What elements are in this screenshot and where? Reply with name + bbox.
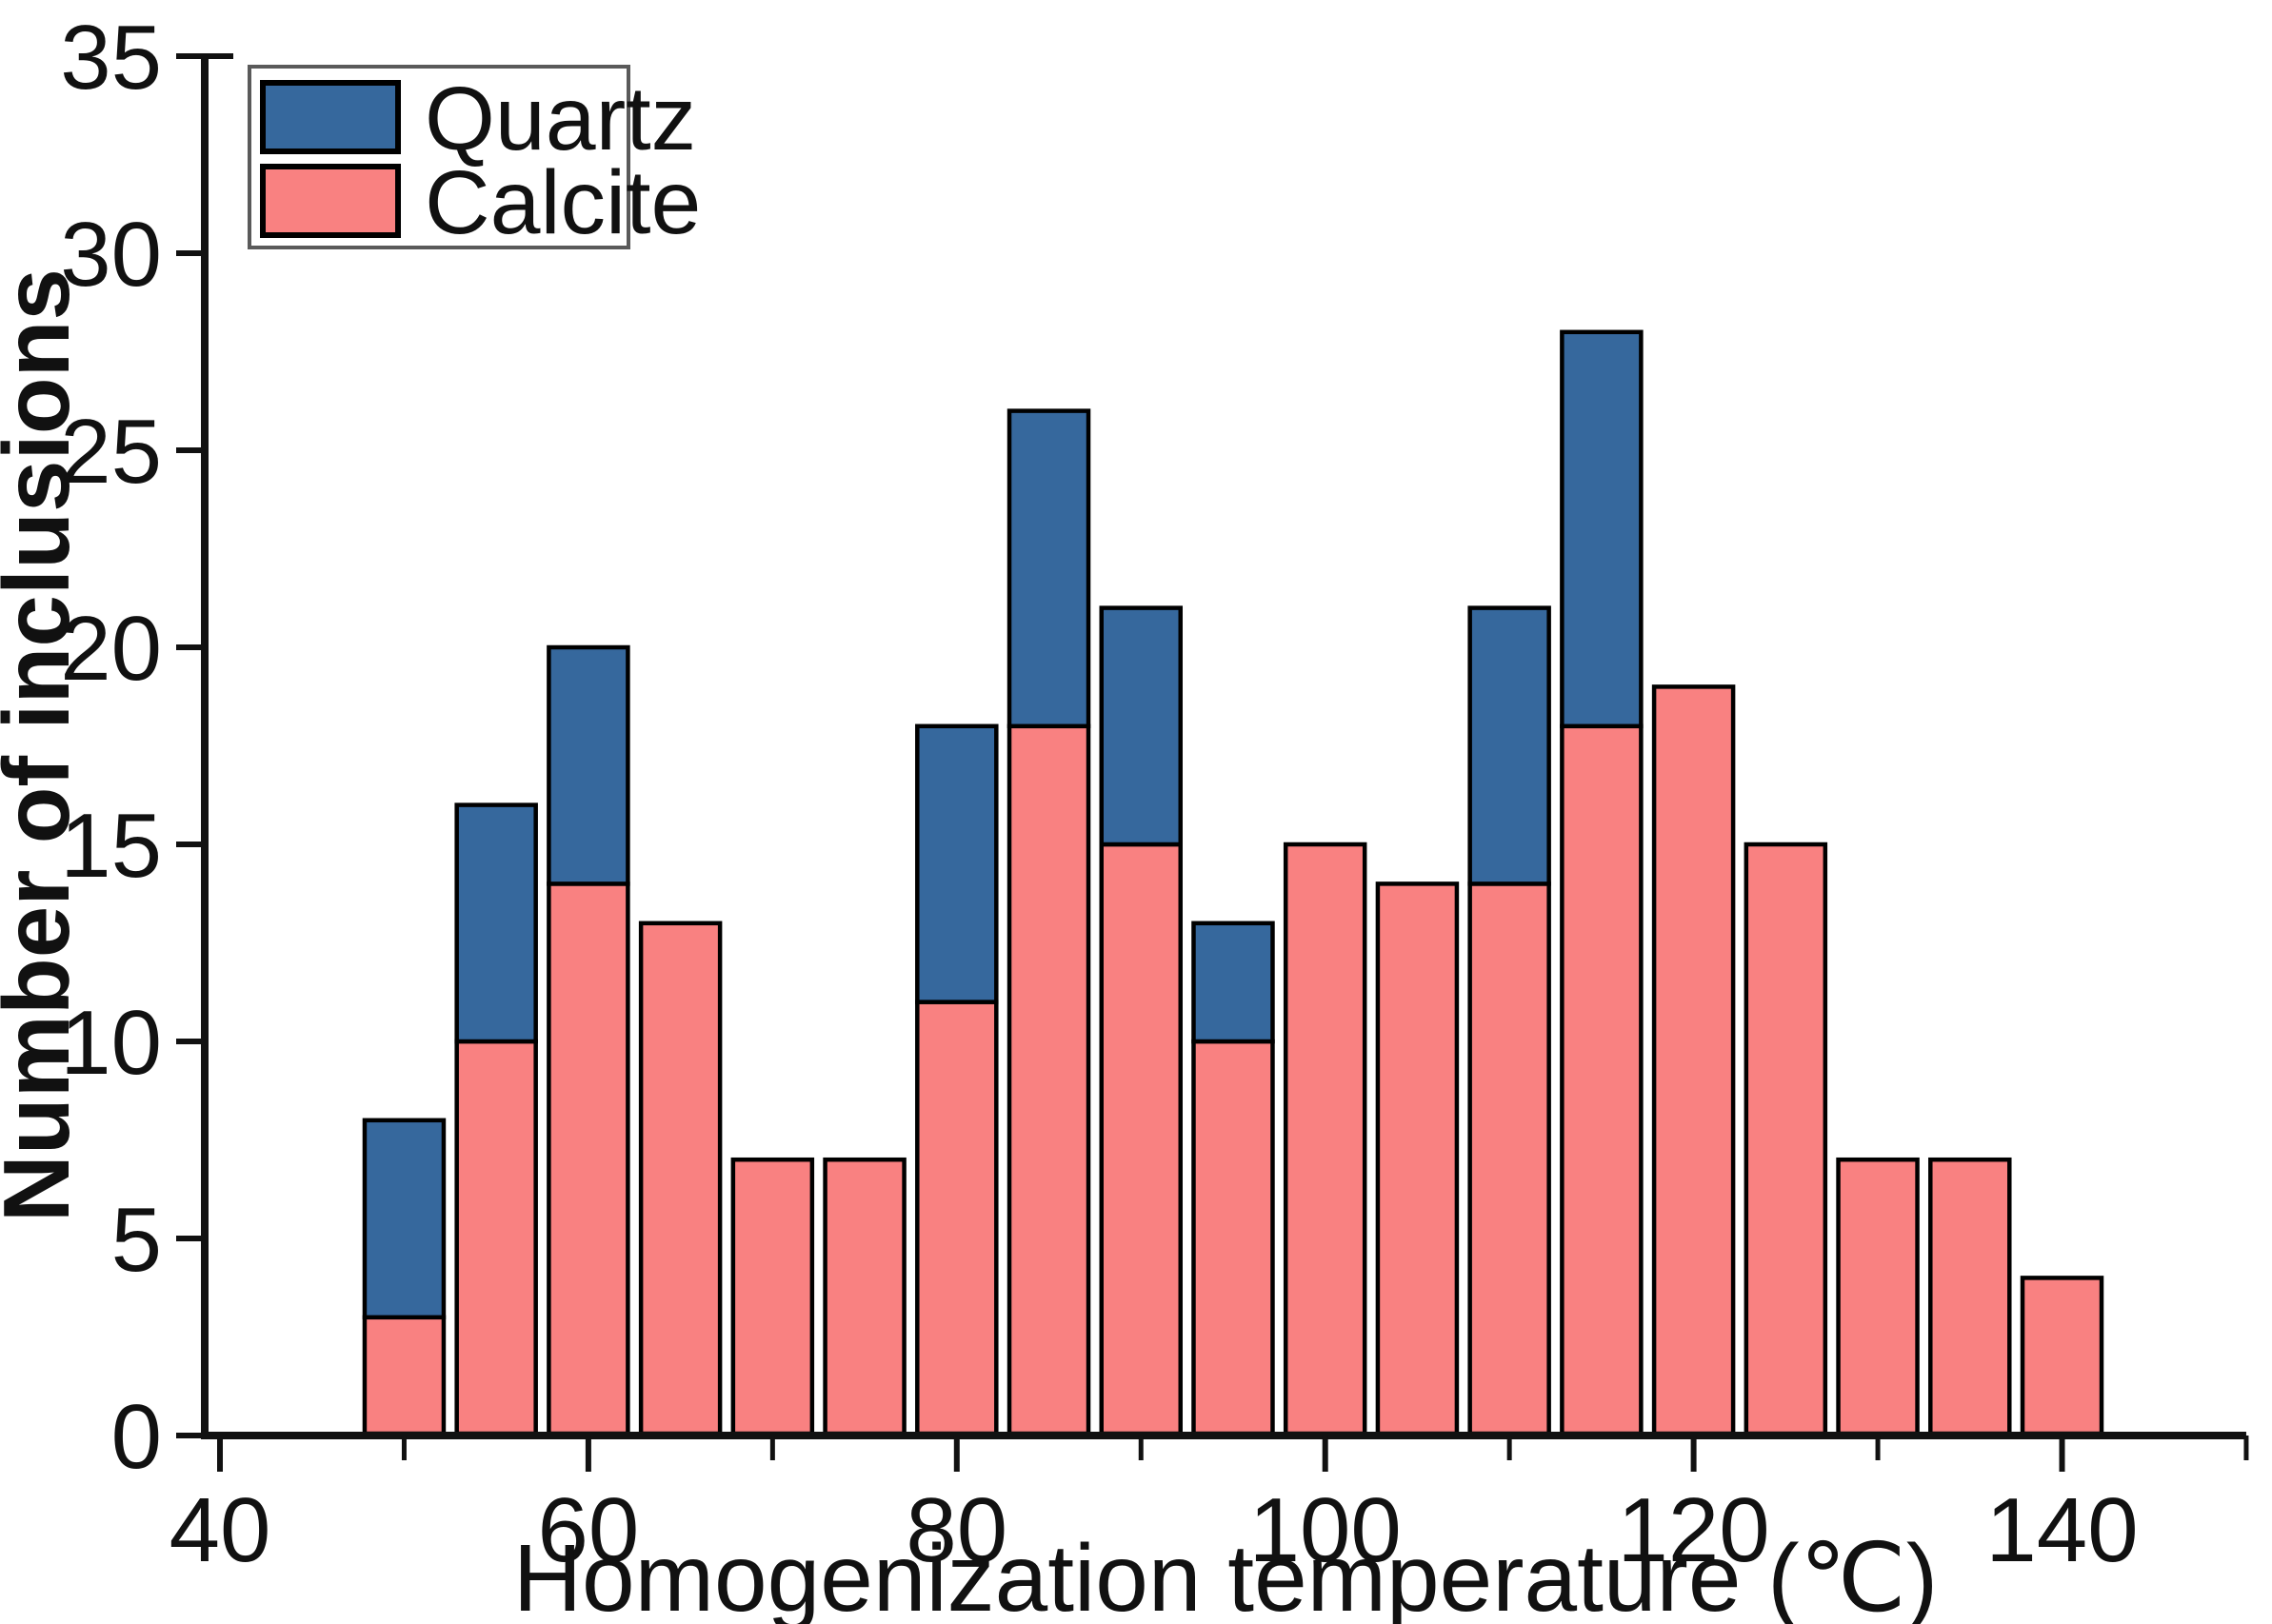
bar-calcite-85 <box>1006 723 1091 1436</box>
bar-calcite-90 <box>1099 842 1183 1436</box>
bar-quartz-50 <box>362 1118 447 1320</box>
x-tick-label-40: 40 <box>169 1479 271 1581</box>
x-tick-label-140: 140 <box>1985 1479 2138 1581</box>
bar-calcite-120 <box>1651 684 1736 1436</box>
x-axis-title: Homogenization temperature (℃) <box>513 1525 1938 1624</box>
legend-label-quartz: Quartz <box>425 69 696 169</box>
bars-layer <box>362 329 2104 1436</box>
bar-calcite-95 <box>1191 1039 1275 1436</box>
bar-calcite-105 <box>1375 881 1460 1436</box>
y-axis-title: Number of inclusions <box>0 268 89 1222</box>
legend-label-calcite: Calcite <box>425 152 701 253</box>
bar-calcite-125 <box>1744 842 1828 1436</box>
legend: Quartz Calcite <box>248 65 701 253</box>
x-tick-label-120: 120 <box>1618 1479 1770 1581</box>
bar-calcite-50 <box>362 1315 447 1436</box>
bar-calcite-135 <box>1928 1157 2012 1436</box>
bar-calcite-140 <box>2020 1276 2104 1436</box>
bar-calcite-80 <box>915 1000 999 1436</box>
bar-calcite-65 <box>638 921 723 1436</box>
y-tick-label-5: 5 <box>111 1189 162 1291</box>
bar-calcite-115 <box>1560 723 1644 1436</box>
bar-calcite-100 <box>1283 842 1367 1436</box>
y-tick-label-15: 15 <box>60 795 162 897</box>
y-tick-label-10: 10 <box>60 992 162 1094</box>
x-tick-label-60: 60 <box>538 1479 640 1581</box>
y-tick-label-25: 25 <box>60 401 162 503</box>
bar-quartz-95 <box>1191 921 1275 1044</box>
bar-calcite-75 <box>823 1157 907 1436</box>
x-tick-label-100: 100 <box>1249 1479 1402 1581</box>
x-tick-label-80: 80 <box>906 1479 1007 1581</box>
y-tick-label-35: 35 <box>60 7 162 109</box>
bar-quartz-80 <box>915 723 999 1004</box>
bar-quartz-110 <box>1467 605 1551 886</box>
legend-swatch-calcite <box>260 164 401 238</box>
y-tick-label-30: 30 <box>60 204 162 306</box>
bar-quartz-60 <box>547 644 630 886</box>
bar-calcite-70 <box>730 1157 815 1436</box>
bar-calcite-110 <box>1467 881 1551 1436</box>
axes-layer: 0 5 10 15 20 25 30 35 40 60 80 100 120 140 <box>60 7 2249 1581</box>
bar-quartz-85 <box>1006 408 1091 729</box>
bar-quartz-90 <box>1099 605 1183 847</box>
bar-quartz-55 <box>454 802 538 1044</box>
y-tick-label-20: 20 <box>60 598 162 700</box>
bar-calcite-130 <box>1836 1157 1920 1436</box>
bar-quartz-115 <box>1560 329 1644 729</box>
bar-calcite-55 <box>454 1039 538 1436</box>
legend-swatch-quartz <box>260 80 401 154</box>
bar-calcite-60 <box>547 881 630 1436</box>
y-tick-label-0: 0 <box>111 1386 162 1488</box>
